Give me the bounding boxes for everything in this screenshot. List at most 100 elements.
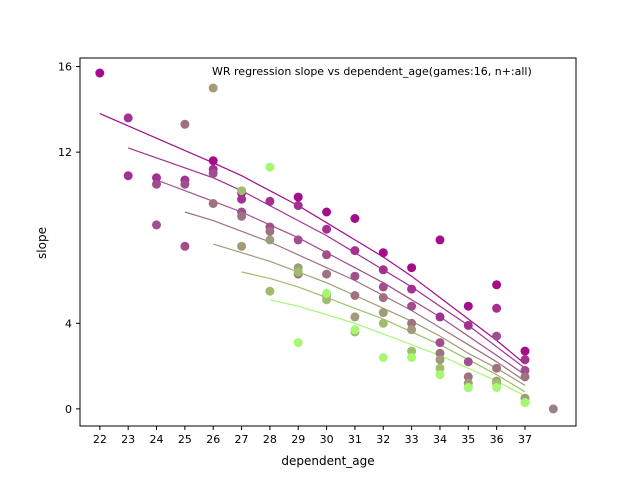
data-point-3-1: [152, 179, 161, 189]
data-point-6-6: [378, 318, 388, 328]
x-axis-ticks: 22 23 24 25 26 27 28 29 30 31 32 33 34 35 36 37: [93, 426, 532, 446]
data-point-7-7: [435, 370, 445, 380]
data-point-3-9: [322, 250, 332, 260]
data-point-8-1: [548, 404, 558, 414]
data-point-4-7: [350, 291, 360, 300]
data-point-2-9: [322, 224, 332, 234]
x-axis-label: dependent_age: [281, 454, 374, 468]
data-point-3-5: [208, 169, 218, 178]
data-point-2-15: [492, 303, 502, 313]
data-point-2-10: [350, 246, 360, 256]
data-point-5-2: [237, 241, 247, 251]
x-tick-label: 33: [405, 433, 419, 446]
data-point-7-6: [407, 353, 417, 362]
data-point-6-7: [407, 346, 417, 356]
x-tick-label: 26: [206, 433, 220, 446]
data-point-2-1: [123, 113, 133, 123]
data-point-2-8: [293, 201, 303, 211]
data-point-1-10: [463, 301, 473, 311]
data-point-6-8: [435, 363, 445, 373]
y-tick-label: 12: [58, 146, 72, 159]
x-tick-label: 31: [348, 433, 362, 446]
data-point-3-14: [463, 357, 473, 367]
data-point-1-12: [520, 346, 530, 356]
x-tick-label: 23: [121, 433, 135, 446]
x-tick-label: 25: [178, 433, 192, 446]
fit-line-5: [213, 243, 526, 386]
data-point-7-4: [350, 325, 360, 335]
data-point-3-11: [378, 282, 388, 292]
y-tick-label: 0: [65, 403, 72, 416]
data-point-4-4: [265, 226, 275, 236]
data-point-2-11: [378, 265, 388, 275]
data-point-3-13: [435, 338, 445, 348]
data-point-1-9: [435, 235, 445, 245]
data-point-1-1: [95, 68, 105, 78]
fit-line-7: [269, 299, 526, 397]
data-point-2-16: [520, 355, 530, 365]
plot-frame: [79, 57, 577, 427]
x-tick-label: 22: [93, 433, 107, 446]
data-point-5-7: [378, 308, 388, 318]
data-point-5-1: [208, 83, 218, 93]
data-point-1-5: [322, 207, 332, 217]
data-point-4-9: [407, 318, 417, 328]
y-tick-label: 16: [58, 61, 72, 74]
chart-title: WR regression slope vs dependent_age(gam…: [212, 65, 532, 78]
data-point-1-7: [378, 248, 388, 258]
data-point-4-12: [492, 363, 502, 373]
x-tick-label: 32: [376, 433, 390, 446]
x-tick-label: 30: [320, 433, 334, 446]
x-tick-label: 29: [291, 433, 305, 446]
data-point-7-5: [378, 353, 388, 362]
data-point-3-16: [520, 365, 530, 375]
data-point-2-6: [237, 194, 247, 204]
data-point-6-1: [237, 186, 247, 196]
data-point-3-8: [293, 235, 303, 245]
data-point-7-10: [520, 398, 530, 407]
data-point-2-7: [265, 196, 275, 206]
data-point-4-2: [208, 199, 218, 208]
y-axis-ticks: 0 4 12 16: [58, 61, 80, 416]
data-point-4-6: [322, 269, 332, 279]
data-point-4-10: [435, 348, 445, 358]
data-point-6-2: [265, 286, 275, 296]
data-point-4-1: [180, 119, 190, 129]
data-point-1-6: [350, 214, 360, 223]
data-point-5-8: [407, 325, 417, 335]
data-point-7-2: [293, 338, 303, 348]
x-tick-label: 35: [461, 433, 475, 446]
data-point-6-4: [322, 295, 332, 305]
data-point-3-3: [180, 179, 190, 189]
x-tick-label: 36: [490, 433, 504, 446]
data-point-7-3: [322, 288, 332, 298]
plot-background: [80, 58, 576, 426]
data-point-4-8: [378, 293, 388, 303]
data-point-1-8: [407, 263, 417, 273]
data-point-2-3: [152, 173, 161, 183]
data-point-2-2: [123, 171, 133, 181]
x-tick-label: 37: [518, 433, 532, 446]
x-tick-label: 24: [150, 433, 164, 446]
data-point-3-2: [152, 220, 161, 230]
data-point-1-4: [293, 192, 303, 202]
data-point-7-9: [492, 383, 502, 392]
data-points: [95, 68, 558, 414]
data-point-6-3: [293, 267, 303, 277]
x-tick-label: 27: [235, 433, 249, 446]
data-point-3-12: [407, 301, 417, 311]
data-point-5-6: [350, 312, 360, 322]
y-tick-label: 4: [65, 317, 72, 330]
data-point-3-10: [350, 271, 360, 281]
data-point-3-15: [492, 331, 502, 341]
data-point-7-1: [265, 162, 275, 172]
data-point-2-14: [463, 320, 473, 330]
data-point-5-3: [265, 235, 275, 245]
data-point-4-13: [520, 372, 530, 382]
data-point-5-9: [435, 355, 445, 365]
x-tick-label: 34: [433, 433, 447, 446]
x-tick-label: 28: [263, 433, 277, 446]
data-point-1-11: [492, 280, 502, 290]
y-axis-label: slope: [35, 227, 49, 259]
